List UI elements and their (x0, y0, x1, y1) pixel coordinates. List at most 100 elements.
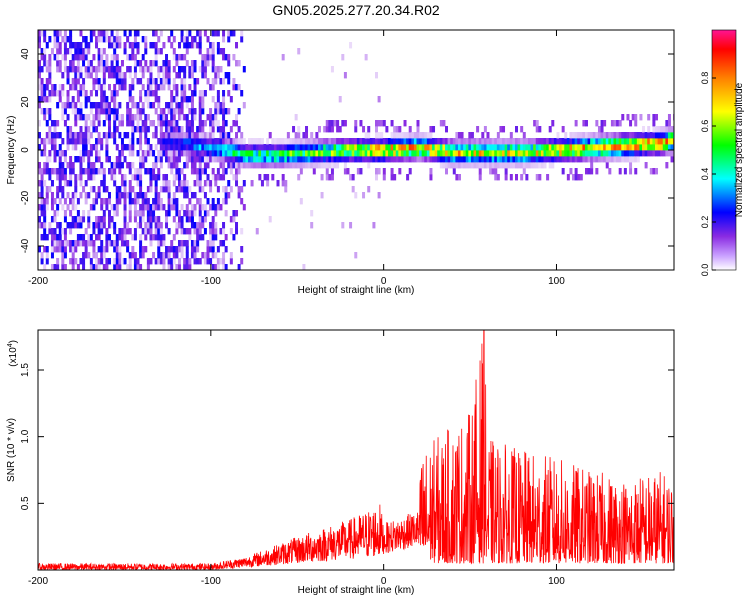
spectrogram-cell (144, 42, 148, 49)
spectrogram-cell (84, 240, 88, 247)
spectrogram-cell (419, 156, 423, 163)
spectrogram-cell (616, 120, 620, 127)
spectrogram-cell (92, 144, 96, 151)
spectrogram-cell (538, 138, 542, 145)
spectrogram-y-tick-label: -20 (20, 190, 31, 205)
spectrogram-cell (95, 198, 99, 205)
spectrogram-cell (167, 120, 171, 127)
spectrogram-cell (203, 180, 207, 187)
spectrogram-cell (40, 174, 44, 181)
spectrogram-cell (113, 102, 117, 109)
spectrogram-cell (644, 138, 648, 145)
spectrogram-cell (185, 42, 189, 49)
spectrogram-cell (328, 162, 332, 169)
spectrogram-cell (193, 168, 197, 175)
spectrogram-cell (180, 138, 184, 145)
spectrogram-cell (450, 162, 454, 169)
spectrogram-cell (214, 138, 218, 145)
spectrogram-cell (97, 138, 101, 145)
spectrogram-cell (626, 132, 630, 139)
spectrogram-cell (281, 174, 285, 181)
spectrogram-cell (92, 174, 96, 181)
spectrogram-cell (53, 138, 57, 145)
spectrogram-cell (146, 144, 150, 151)
spectrogram-cell (232, 138, 236, 145)
spectrogram-cell (499, 144, 503, 151)
spectrogram-cell (139, 144, 143, 151)
spectrogram-cell (515, 174, 518, 181)
colorbar-tick-label: 0.4 (700, 168, 710, 181)
spectrogram-cell (387, 144, 391, 151)
spectrogram-cell (38, 204, 41, 211)
spectrogram-cell (76, 240, 80, 247)
spectrogram-cell (180, 102, 184, 109)
spectrogram-cell (219, 48, 223, 55)
spectrogram-cell (209, 246, 213, 253)
spectrogram-cell (131, 48, 135, 55)
spectrogram-cell (214, 102, 218, 109)
spectrogram-cell (403, 120, 407, 127)
spectrogram-cell (89, 72, 93, 79)
spectrogram-cell (626, 144, 630, 151)
spectrogram-cell (61, 174, 65, 181)
spectrogram-cell (569, 168, 573, 175)
spectrogram-cell (196, 138, 200, 145)
spectrogram-cell (38, 60, 41, 67)
spectrogram-cell (193, 36, 197, 43)
spectrogram-cell (582, 150, 586, 157)
spectrogram-cell (146, 222, 150, 229)
spectrogram-cell (172, 234, 176, 241)
spectrogram-cell (193, 192, 197, 199)
spectrogram-cell (279, 150, 283, 157)
spectrogram-cell (123, 234, 127, 241)
spectrogram-cell (175, 96, 179, 103)
spectrogram-cell (113, 210, 117, 217)
spectrogram-cell (61, 204, 65, 211)
spectrogram-cell (165, 120, 169, 127)
spectrogram-cell (110, 36, 114, 43)
spectrogram-cell (45, 258, 49, 265)
spectrogram-cell (141, 210, 145, 217)
spectrogram-cell (305, 138, 309, 145)
spectrogram-cell (517, 156, 521, 163)
spectrogram-cell (165, 174, 169, 181)
spectrogram-cell (237, 126, 241, 133)
spectrogram-cell (237, 60, 241, 67)
spectrogram-cell (157, 234, 161, 241)
spectrogram-cell (185, 120, 189, 127)
spectrogram-cell (38, 132, 41, 139)
spectrogram-cell (126, 66, 130, 73)
spectrogram-cell (211, 60, 215, 67)
spectrogram-cell (605, 150, 609, 157)
spectrogram-cell (211, 174, 215, 181)
spectrogram-cell (105, 264, 109, 270)
spectrogram-cell (299, 138, 303, 145)
spectrogram-cell (219, 66, 223, 73)
spectrogram-cell (172, 36, 176, 43)
spectrogram-cell (201, 72, 205, 79)
spectrogram-cell (390, 174, 394, 181)
spectrogram-cell (486, 162, 490, 169)
spectrogram-cell (584, 144, 588, 151)
spectrogram-cell (299, 144, 303, 151)
spectrogram-cell (206, 162, 210, 169)
spectrogram-cell (102, 90, 106, 97)
spectrogram-cell (437, 138, 441, 145)
spectrogram-cell (69, 162, 73, 169)
spectrogram-cell (240, 258, 244, 265)
spectrogram-cell (76, 108, 80, 115)
spectrogram-cell (572, 144, 576, 151)
spectrogram-cell (657, 132, 661, 139)
spectrogram-cell (146, 96, 150, 103)
spectrogram-cell (58, 30, 62, 37)
spectrogram-cell (279, 162, 283, 169)
spectrogram-cell (45, 84, 49, 91)
spectrogram-cell (172, 162, 176, 169)
spectrogram-cell (76, 132, 80, 139)
spectrogram-cell (540, 144, 544, 151)
spectrogram-cell (193, 84, 197, 91)
spectrogram-cell (216, 150, 220, 157)
spectrogram-cell (196, 174, 200, 181)
spectrogram-cell (395, 132, 399, 139)
spectrogram-cell (354, 156, 358, 163)
